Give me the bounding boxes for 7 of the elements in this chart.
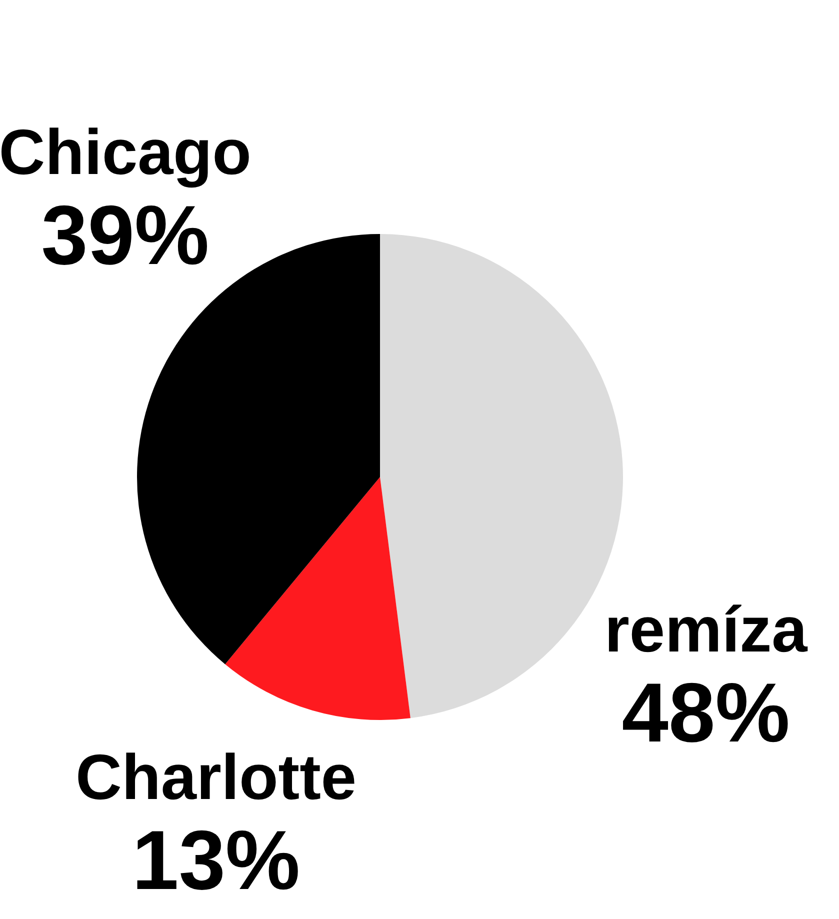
slice-label: Charlotte [76, 740, 356, 813]
slice-label: remíza [604, 593, 808, 666]
data-label: 48% [622, 665, 790, 760]
pie-slice [225, 477, 410, 720]
data-label: 13% [132, 812, 300, 907]
slice-label: Chicago [0, 116, 252, 188]
data-label: 39% [41, 188, 210, 282]
